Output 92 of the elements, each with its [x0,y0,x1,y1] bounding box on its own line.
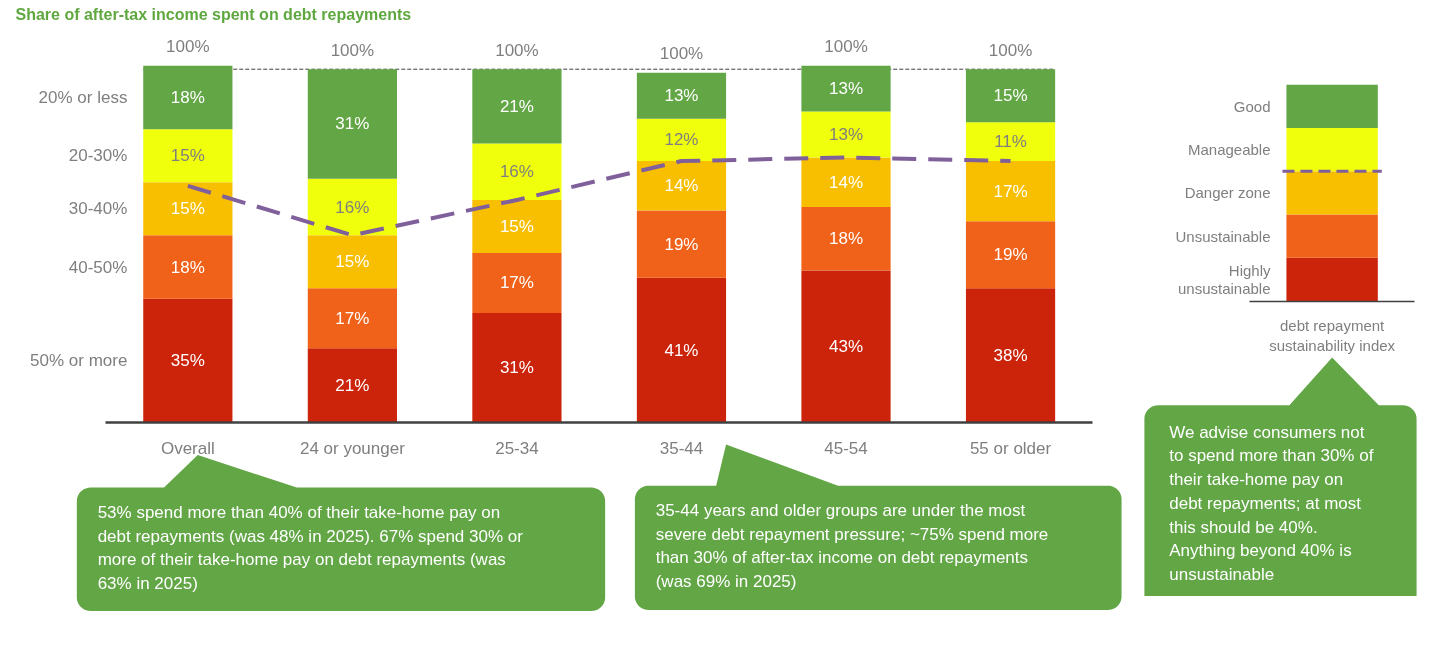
bar [143,129,233,183]
data-label: 31% [335,114,370,134]
data-label: 31% [499,358,534,378]
data-label: 43% [828,337,864,357]
series-label: 20-30% [68,146,128,166]
x-tick-label: debt repayment sustainability index [1269,317,1396,355]
bar [472,69,562,144]
total-label: 100% [495,40,539,60]
bar [143,235,233,299]
series-label: Good [1233,97,1271,115]
series-label: Manageable [1187,141,1271,159]
bar [636,161,727,211]
bar [1286,84,1378,129]
bar [472,312,562,423]
series-label: 40-50% [68,257,128,277]
series-label: Unsustainable [1175,227,1271,245]
data-label: 38% [993,345,1028,365]
bar [801,207,891,271]
bar [801,157,891,207]
x-tick-label: Overall [160,438,215,458]
data-label: 11% [994,132,1027,152]
bar [472,199,562,253]
bar [801,270,891,423]
bar [1286,257,1378,302]
bar [307,69,397,179]
data-label: 14% [664,176,699,196]
series-label: Highly unsustainable [1177,261,1272,298]
total-label: 100% [330,40,375,60]
total-label: 100% [988,40,1033,60]
data-label: 18% [828,229,864,249]
data-label: 41% [664,340,699,360]
data-label: 17% [499,273,534,293]
series-label: 20% or less [38,87,128,107]
data-label: 15% [993,86,1028,106]
data-label: 21% [499,96,534,116]
bar [801,111,891,158]
data-label: 15% [170,146,205,166]
bar [307,348,397,423]
text: 35-44 years and older groups are under the most severe debt repayment pressure; ~75% spend more than 30% of after-tax income on debt repayments (was 69% in 2025) [655,500,1049,592]
bar [801,65,891,112]
data-label: 19% [993,245,1028,265]
bar [636,210,727,278]
total-label: 100% [659,44,704,64]
total-label: 100% [824,37,868,57]
x-tick-label: 35-44 [659,438,704,458]
data-label: 15% [499,216,534,236]
x-tick-label: 45-54 [824,438,868,458]
total-label: 100% [166,37,210,57]
bar [636,277,727,423]
bar [1286,128,1378,172]
series-label: 50% or more [30,351,128,371]
data-label: 17% [335,308,370,328]
data-label: 15% [335,252,370,272]
text: Share of after-tax income spent on debt repayments [15,5,412,23]
bar [636,72,727,119]
bar [965,288,1056,423]
data-label: 13% [828,79,864,99]
bar [143,298,233,423]
bar [1286,214,1378,258]
data-label: 13% [664,86,699,106]
bar [636,118,727,162]
bar [965,221,1056,289]
bar [472,143,562,200]
data-label: 19% [664,234,699,254]
text: We advise consumers not to spend more than 30% of their take-home pay on debt repayments; at most this should be 40%. Anything beyond 40% is unsustainable [1169,422,1374,585]
data-label: 16% [335,197,370,217]
data-label: 18% [170,257,205,277]
data-label: 35% [170,351,205,371]
bar [143,65,233,130]
bar [307,288,397,349]
bar [965,122,1056,162]
bar [472,252,562,313]
series-label: Danger zone [1184,184,1271,202]
x-tick-label: 24 or younger [299,438,406,458]
x-tick-label: 25-34 [495,438,539,458]
data-label: 15% [170,199,205,219]
data-label: 13% [828,125,864,145]
bar [965,161,1056,222]
data-label: 12% [664,130,699,150]
bar [143,182,233,236]
bar [307,235,397,289]
data-label: 17% [993,181,1028,201]
data-label: 14% [828,172,864,192]
data-label: 21% [335,375,370,395]
x-tick-label: 55 or older [969,438,1052,458]
data-label: 18% [170,87,205,107]
text: 53% spend more than 40% of their take-home pay on debt repayments (was 48% in 2025). 67% spend 30% or more of their take-home pay on debt repayments (was 63% in 2025) [97,502,524,594]
bar [965,69,1056,123]
data-label: 16% [499,162,534,182]
bar [1286,171,1378,215]
bar [307,178,397,236]
series-label: 30-40% [68,199,128,219]
